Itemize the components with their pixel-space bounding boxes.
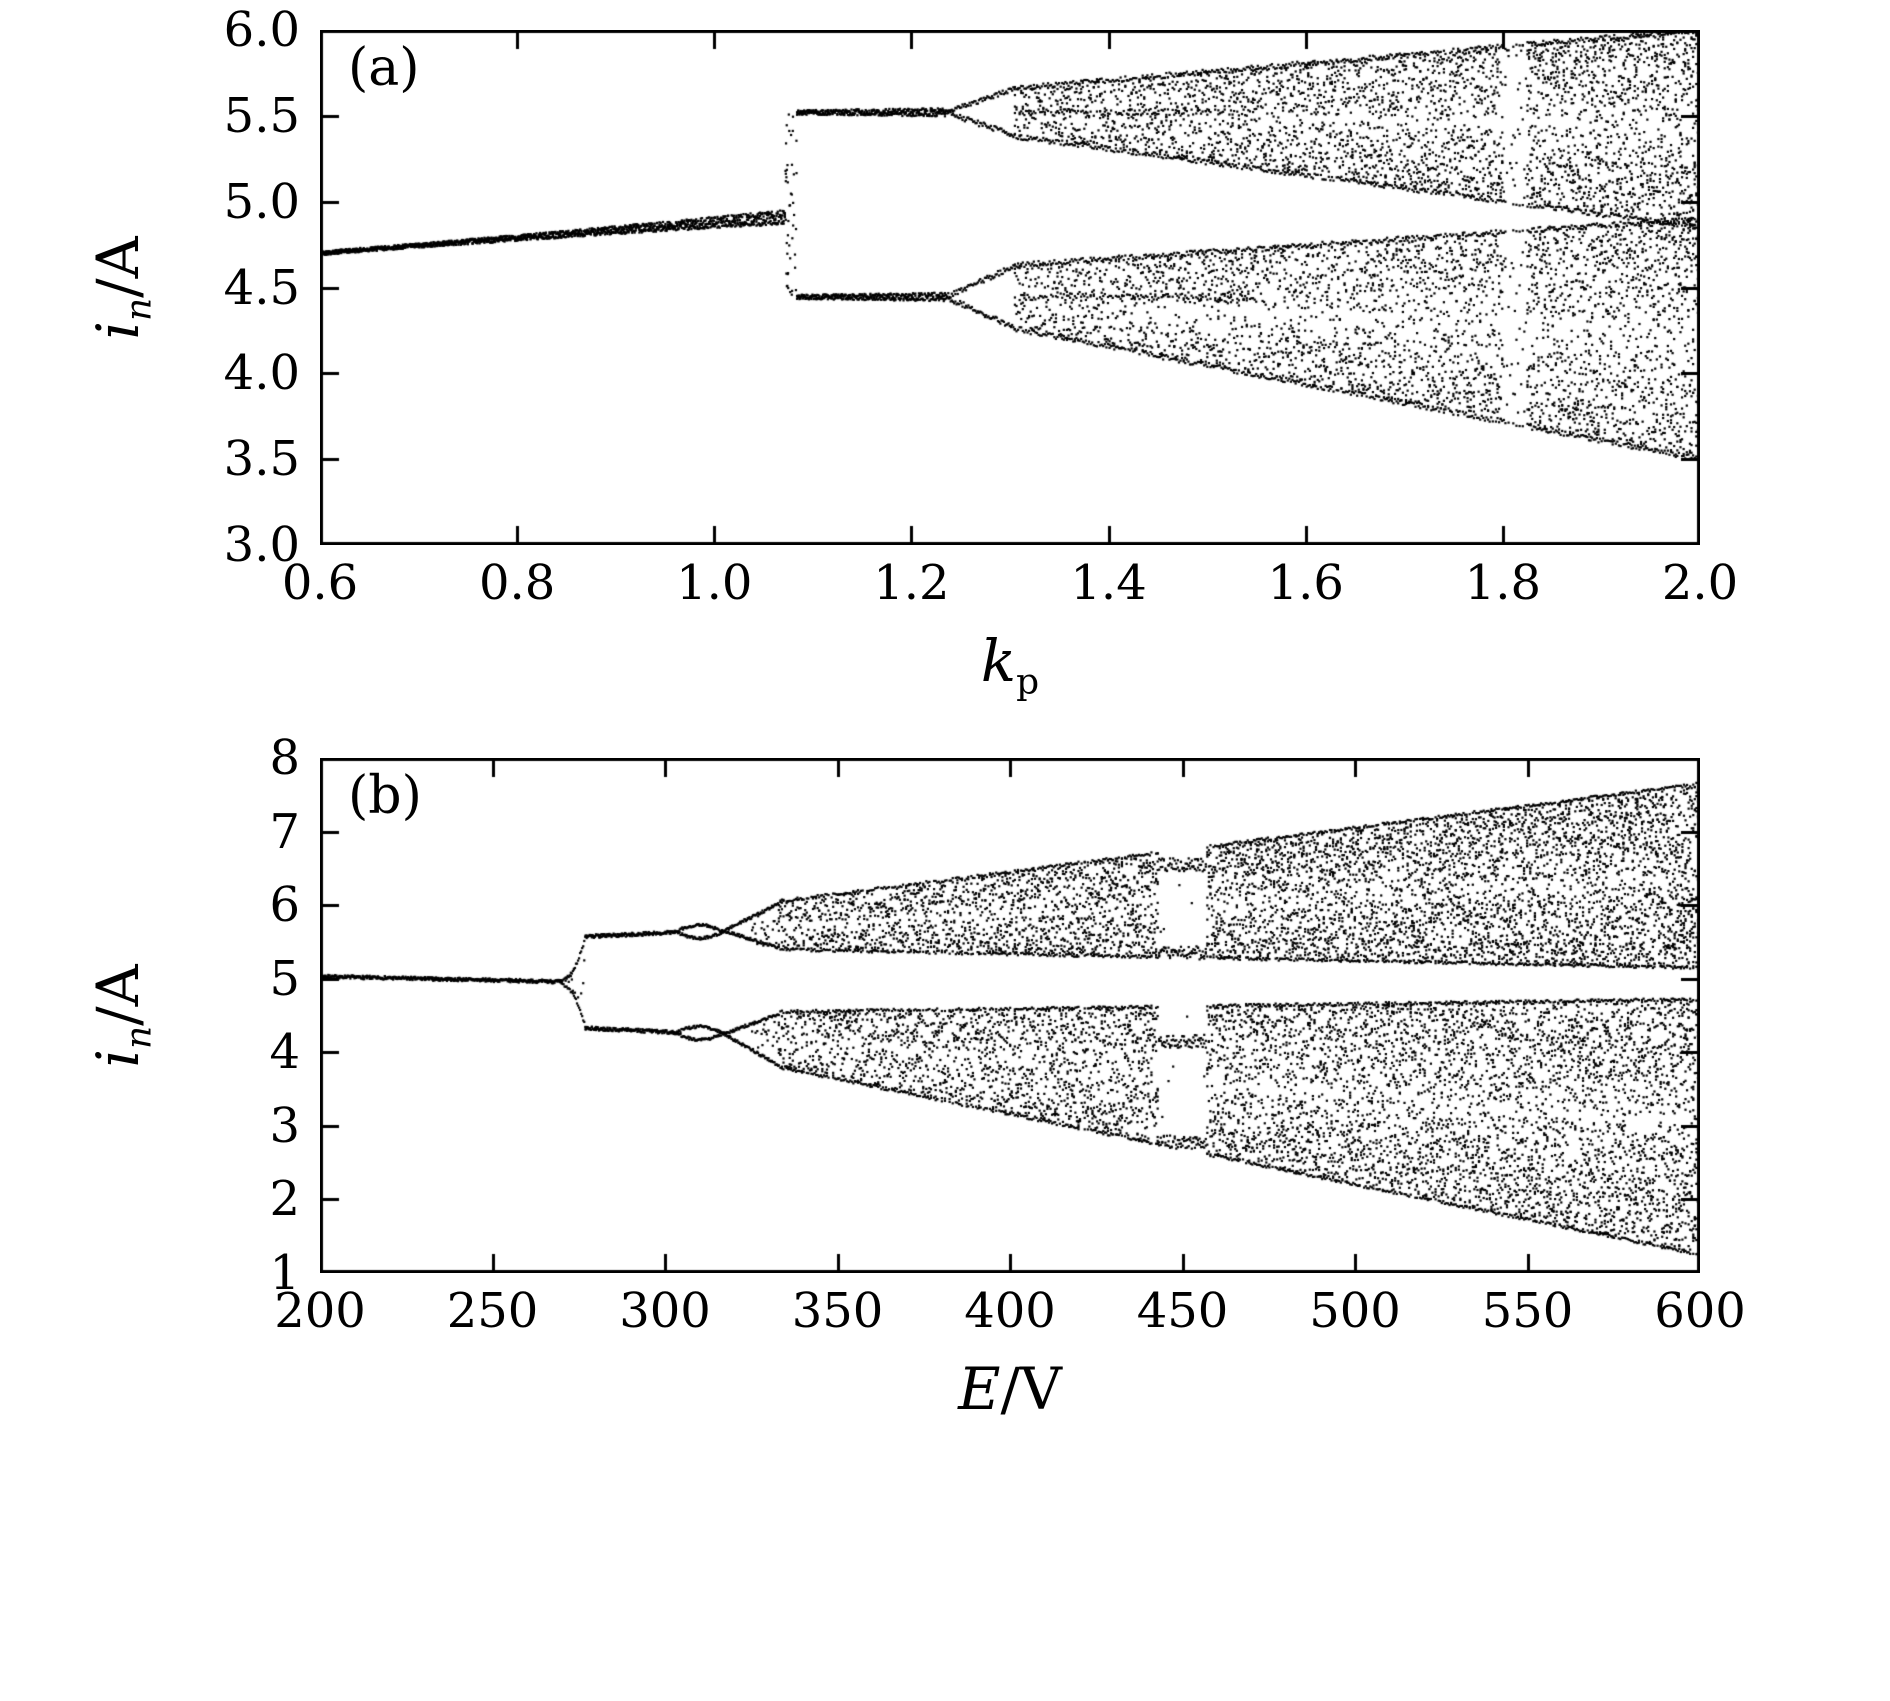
y-axis-label-a: in/A [58,228,178,348]
x-tick-label: 250 [446,1283,539,1339]
x-tick-label: 1.2 [873,555,950,611]
x-tick-label: 550 [1481,1283,1574,1339]
x-tick-label: 0.8 [478,555,556,611]
bifurcation-plot-a [320,30,1700,545]
x-tick-label: 300 [619,1283,711,1339]
x-axis-variable-b: E [958,1355,1001,1423]
y-tick-label: 5 [269,950,300,1007]
y-tick-label: 7 [269,803,300,860]
x-tick-label: 0.6 [281,555,359,611]
y-axis-label-b: in/A [58,956,178,1076]
y-tick-label: 6.0 [223,2,300,58]
x-tick-label: 200 [274,1283,366,1339]
x-axis-variable-a: k [980,627,1017,695]
panel-a: (a) in/A kp 0.6 0.8 1.0 1.2 1.4 1.6 1.8 2.0 3.0 3… [84,2,1738,700]
y-tick-label: 3 [269,1097,300,1154]
x-axis-unit-b: /V [1000,1355,1062,1423]
x-tick-label: 600 [1654,1283,1746,1339]
y-axis-unit-a: /A [84,236,152,298]
y-tick-label: 3.0 [223,517,300,573]
x-axis-subscript-a: p [1016,661,1040,703]
y-tick-label: 4.0 [223,345,300,402]
x-tick-label: 500 [1309,1283,1401,1339]
y-axis-subscript-a: n [118,297,160,322]
x-tick-label: 400 [964,1283,1056,1339]
y-tick-label: 2 [269,1171,300,1228]
y-tick-label: 5.0 [223,173,300,230]
y-tick-label: 4 [269,1024,300,1081]
x-tick-label: 1.4 [1070,555,1147,611]
x-tick-label: 2.0 [1661,555,1739,611]
y-tick-label: 5.5 [223,87,300,144]
panel-label-b: (b) [348,766,422,826]
x-tick-label: 1.6 [1267,555,1344,611]
y-axis-variable-b: i [84,1049,152,1068]
y-tick-label: 8 [269,730,300,786]
x-tick-label: 350 [791,1283,884,1339]
panel-b: (b) in/A E/V 200 250 300 350 400 450 500 550 600… [84,730,1746,1422]
y-axis-subscript-b: n [118,1025,160,1050]
y-tick-label: 6 [269,877,300,934]
y-tick-label: 3.5 [223,431,300,488]
x-axis-label-b: E/V [320,1356,1700,1422]
panel-label-a: (a) [348,38,420,98]
y-tick-label: 4.5 [223,259,300,316]
x-tick-label: 1.0 [676,555,753,611]
bifurcation-plot-b [320,758,1700,1273]
y-tick-label: 1 [269,1245,300,1301]
y-axis-variable-a: i [84,321,152,340]
x-axis-label-a: kp [320,627,1700,700]
x-tick-label: 1.8 [1464,555,1542,611]
y-axis-unit-b: /A [84,964,152,1026]
x-tick-label: 450 [1136,1283,1229,1339]
